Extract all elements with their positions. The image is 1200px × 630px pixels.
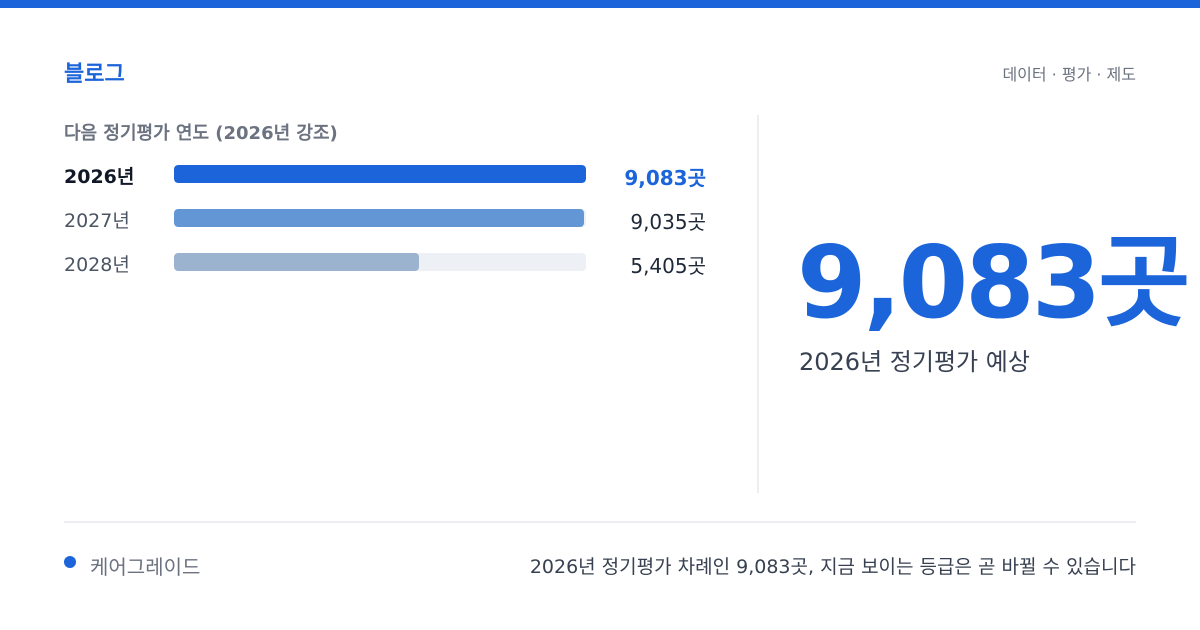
bar-fill xyxy=(174,253,420,271)
bar-row: 2026년 9,083곳 xyxy=(64,153,706,197)
bar-category-label: 2027년 xyxy=(64,210,130,232)
bar-value-label: 5,405곳 xyxy=(630,254,706,278)
bar-category-label: 2028년 xyxy=(64,254,130,276)
bar-value-label: 9,035곳 xyxy=(630,210,706,234)
horizontal-divider xyxy=(64,521,1136,523)
vertical-divider xyxy=(757,115,759,493)
bar-track xyxy=(174,165,586,183)
summary-big-number: 9,083곳 xyxy=(797,224,1190,341)
bar-row: 2027년 9,035곳 xyxy=(64,197,706,241)
footer-source: 케어그레이드 xyxy=(90,555,201,579)
summary-caption: 2026년 정기평가 예상 xyxy=(799,348,1030,376)
header-tagline: 데이터 · 평가 · 제도 xyxy=(1002,65,1136,84)
bar-track xyxy=(174,253,586,271)
top-accent-bar xyxy=(0,0,1200,8)
bar-fill xyxy=(174,209,584,227)
bar-track xyxy=(174,209,586,227)
chart-title: 다음 정기평가 연도 (2026년 강조) xyxy=(64,123,338,144)
bar-category-label: 2026년 xyxy=(64,166,135,188)
bar-row: 2028년 5,405곳 xyxy=(64,241,706,285)
footer-dot-icon xyxy=(64,556,76,568)
bar-fill xyxy=(174,165,586,183)
bar-chart: 2026년 9,083곳 2027년 9,035곳 2028년 5,405곳 xyxy=(64,153,706,285)
brand-title: 블로그 xyxy=(64,62,125,87)
bar-value-label: 9,083곳 xyxy=(624,166,706,190)
footer-note: 2026년 정기평가 차례인 9,083곳, 지금 보이는 등급은 곧 바뀔 수… xyxy=(529,556,1136,578)
